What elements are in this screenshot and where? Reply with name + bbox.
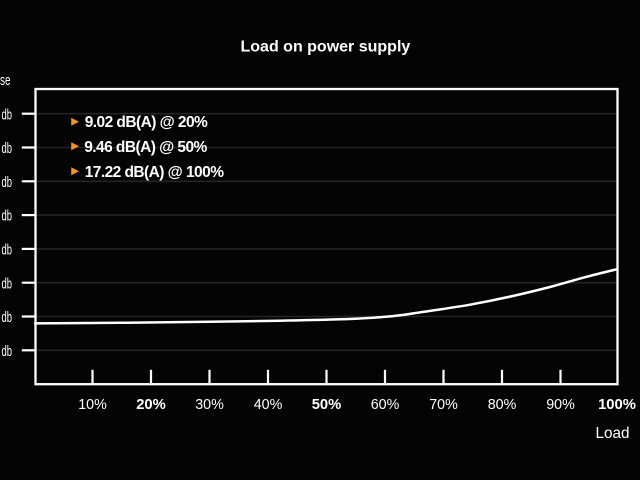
svg-text:100%: 100%	[598, 397, 636, 413]
svg-text:10%: 10%	[78, 397, 107, 413]
svg-text:0 db: 0 db	[0, 343, 12, 360]
svg-text:17.22 dB(A) @ 100%: 17.22 dB(A) @ 100%	[85, 164, 225, 181]
svg-text:60%: 60%	[371, 397, 400, 413]
svg-text:0 db: 0 db	[0, 174, 12, 191]
svg-text:0 db: 0 db	[0, 106, 12, 123]
svg-text:80%: 80%	[488, 397, 517, 413]
svg-text:20%: 20%	[136, 397, 166, 413]
svg-text:Load on power supply: Load on power supply	[241, 38, 411, 55]
svg-text:90%: 90%	[546, 397, 575, 413]
svg-text:0 db: 0 db	[0, 140, 12, 157]
svg-text:Load: Load	[595, 425, 629, 442]
svg-text:0 db: 0 db	[0, 309, 12, 326]
svg-text:9.02 dB(A) @ 20%: 9.02 dB(A) @ 20%	[85, 114, 208, 131]
svg-text:0 db: 0 db	[0, 208, 12, 225]
svg-text:50%: 50%	[312, 397, 342, 413]
svg-text:9.46 dB(A) @ 50%: 9.46 dB(A) @ 50%	[84, 139, 207, 156]
svg-text:70%: 70%	[429, 397, 458, 413]
svg-text:30%: 30%	[195, 397, 224, 413]
svg-text:40%: 40%	[254, 397, 283, 413]
svg-text:0 db: 0 db	[0, 241, 12, 258]
svg-text:Noise: Noise	[0, 71, 11, 89]
svg-text:0 db: 0 db	[0, 275, 12, 292]
